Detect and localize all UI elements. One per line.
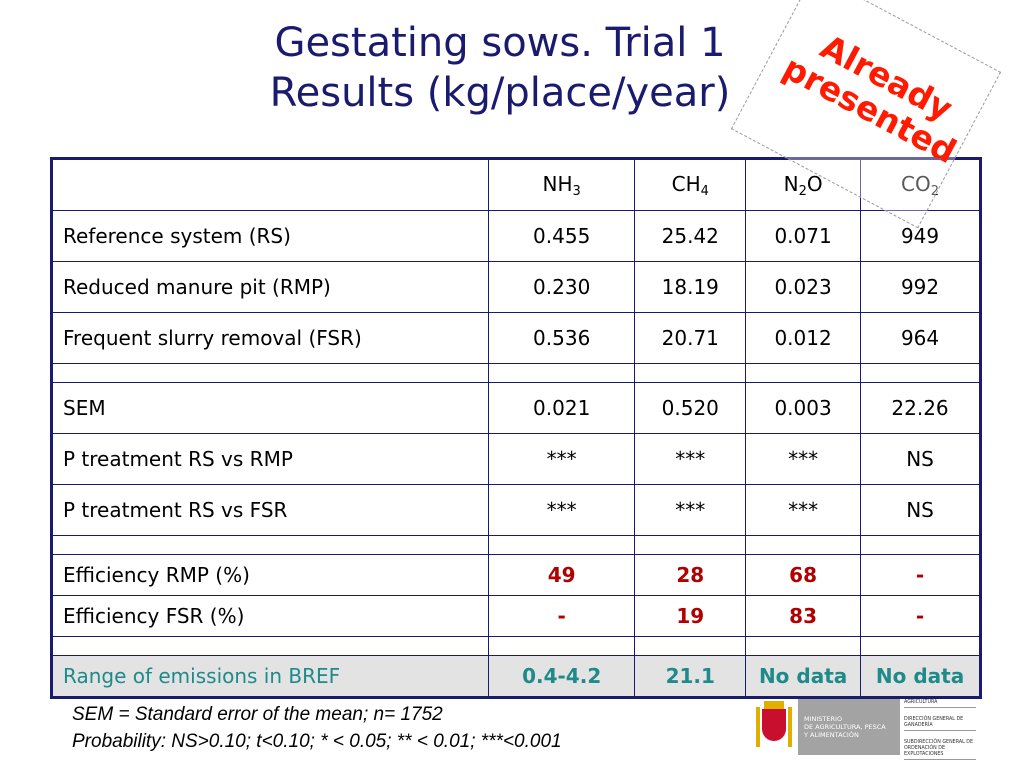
header-nh3: NH3 [487, 159, 636, 211]
title-line-1: Gestating sows. Trial 1 [274, 20, 726, 66]
efficiency-row: Efficiency RMP (%) 49 28 68- [52, 554, 980, 596]
separator-cell [487, 363, 636, 383]
value-cell: *** [745, 484, 862, 536]
value-cell: 28 [634, 554, 747, 596]
footnote: SEM = Standard error of the mean; n= 175… [72, 701, 562, 755]
value-cell: 25.42 [634, 210, 747, 262]
separator-cell [860, 363, 980, 383]
value-cell: *** [745, 433, 862, 485]
separator-cell [634, 636, 747, 656]
value-cell: *** [487, 433, 636, 485]
value-cell: *** [634, 433, 747, 485]
value-cell: No data [745, 655, 862, 697]
value-cell: 83 [745, 595, 862, 637]
value-cell: *** [634, 484, 747, 536]
footnote-probability: Probability: NS>0.10; t<0.10; * < 0.05; … [72, 731, 562, 752]
result-row: Frequent slurry removal (FSR) 0.536 20.71 0… [52, 312, 980, 364]
value-cell: 18.19 [634, 261, 747, 313]
result-row: Reference system (RS) 0.455 25.42 0.071 949 [52, 210, 980, 262]
separator-cell [745, 363, 862, 383]
separator-row [52, 535, 980, 555]
stats-row: P treatment RS vs RMP *** *** *** NS [52, 433, 980, 485]
ministry-name: MINISTERIO DE AGRICULTURA, PESCA Y ALIME… [798, 699, 900, 755]
value-cell: NS [860, 484, 980, 536]
value-cell: - [860, 554, 980, 596]
separator-cell [487, 535, 636, 555]
row-label: Reduced manure pit (RMP) [52, 261, 489, 313]
stats-row: P treatment RS vs FSR *** *** *** NS [52, 484, 980, 536]
row-label: P treatment RS vs FSR [52, 484, 489, 536]
value-cell: 0.536 [487, 312, 636, 364]
row-label: P treatment RS vs RMP [52, 433, 489, 485]
stats-row: SEM 0.021 0.520 0.003 22.26 [52, 382, 980, 434]
value-cell: 0.4-4.2 [487, 655, 636, 697]
value-cell: 19 [634, 595, 747, 637]
separator-cell [745, 535, 862, 555]
value-cell: 0.071 [745, 210, 862, 262]
value-cell: 0.455 [487, 210, 636, 262]
value-cell: - [487, 595, 636, 637]
value-cell: 0.520 [634, 382, 747, 434]
separator-cell [634, 363, 747, 383]
value-cell: 964 [860, 312, 980, 364]
row-label: Reference system (RS) [52, 210, 489, 262]
footnote-sem: SEM = Standard error of the mean; n= 175… [72, 704, 443, 725]
value-cell: 20.71 [634, 312, 747, 364]
row-label: SEM [52, 382, 489, 434]
result-row: Reduced manure pit (RMP) 0.230 18.19 0.023 9… [52, 261, 980, 313]
row-label: Efficiency RMP (%) [52, 554, 489, 596]
bref-row: Range of emissions in BREF 0.4-4.2 21.1 No … [52, 655, 980, 697]
spanish-coat-of-arms-icon [756, 699, 792, 755]
row-label: Range of emissions in BREF [52, 655, 489, 697]
value-cell: - [860, 595, 980, 637]
title-line-2: Results (kg/place/year) [269, 70, 731, 116]
header-cell-empty [52, 159, 489, 211]
separator-cell [52, 636, 489, 656]
header-n2o: N2O [745, 159, 862, 211]
value-cell: *** [487, 484, 636, 536]
value-cell: 992 [860, 261, 980, 313]
results-table-body: NH3 CH4 N2O CO2 Reference system (RS) 0.4… [52, 159, 980, 697]
value-cell: NS [860, 433, 980, 485]
value-cell: 0.021 [487, 382, 636, 434]
header-row: NH3 CH4 N2O CO2 [52, 159, 980, 211]
results-table: NH3 CH4 N2O CO2 Reference system (RS) 0.4… [50, 157, 982, 699]
ministry-units: SECRETARÍA GENERAL DE AGRICULTURA DIRECC… [904, 694, 976, 760]
separator-cell [52, 535, 489, 555]
efficiency-row: Efficiency FSR (%) -19 83- [52, 595, 980, 637]
row-label: Frequent slurry removal (FSR) [52, 312, 489, 364]
value-cell: 68 [745, 554, 862, 596]
value-cell: 49 [487, 554, 636, 596]
separator-cell [52, 363, 489, 383]
value-cell: 0.023 [745, 261, 862, 313]
value-cell: 0.012 [745, 312, 862, 364]
value-cell: 949 [860, 210, 980, 262]
separator-row [52, 363, 980, 383]
value-cell: 0.230 [487, 261, 636, 313]
value-cell: 22.26 [860, 382, 980, 434]
header-ch4: CH4 [634, 159, 747, 211]
separator-cell [634, 535, 747, 555]
separator-cell [487, 636, 636, 656]
separator-cell [860, 535, 980, 555]
separator-cell [860, 636, 980, 656]
value-cell: 0.003 [745, 382, 862, 434]
value-cell: 21.1 [634, 655, 747, 697]
header-co2: CO2 [860, 159, 980, 211]
separator-cell [745, 636, 862, 656]
separator-row [52, 636, 980, 656]
value-cell: No data [860, 655, 980, 697]
ministry-logo: MINISTERIO DE AGRICULTURA, PESCA Y ALIME… [748, 692, 982, 762]
row-label: Efficiency FSR (%) [52, 595, 489, 637]
slide-title: Gestating sows. Trial 1 Results (kg/plac… [0, 18, 1000, 118]
